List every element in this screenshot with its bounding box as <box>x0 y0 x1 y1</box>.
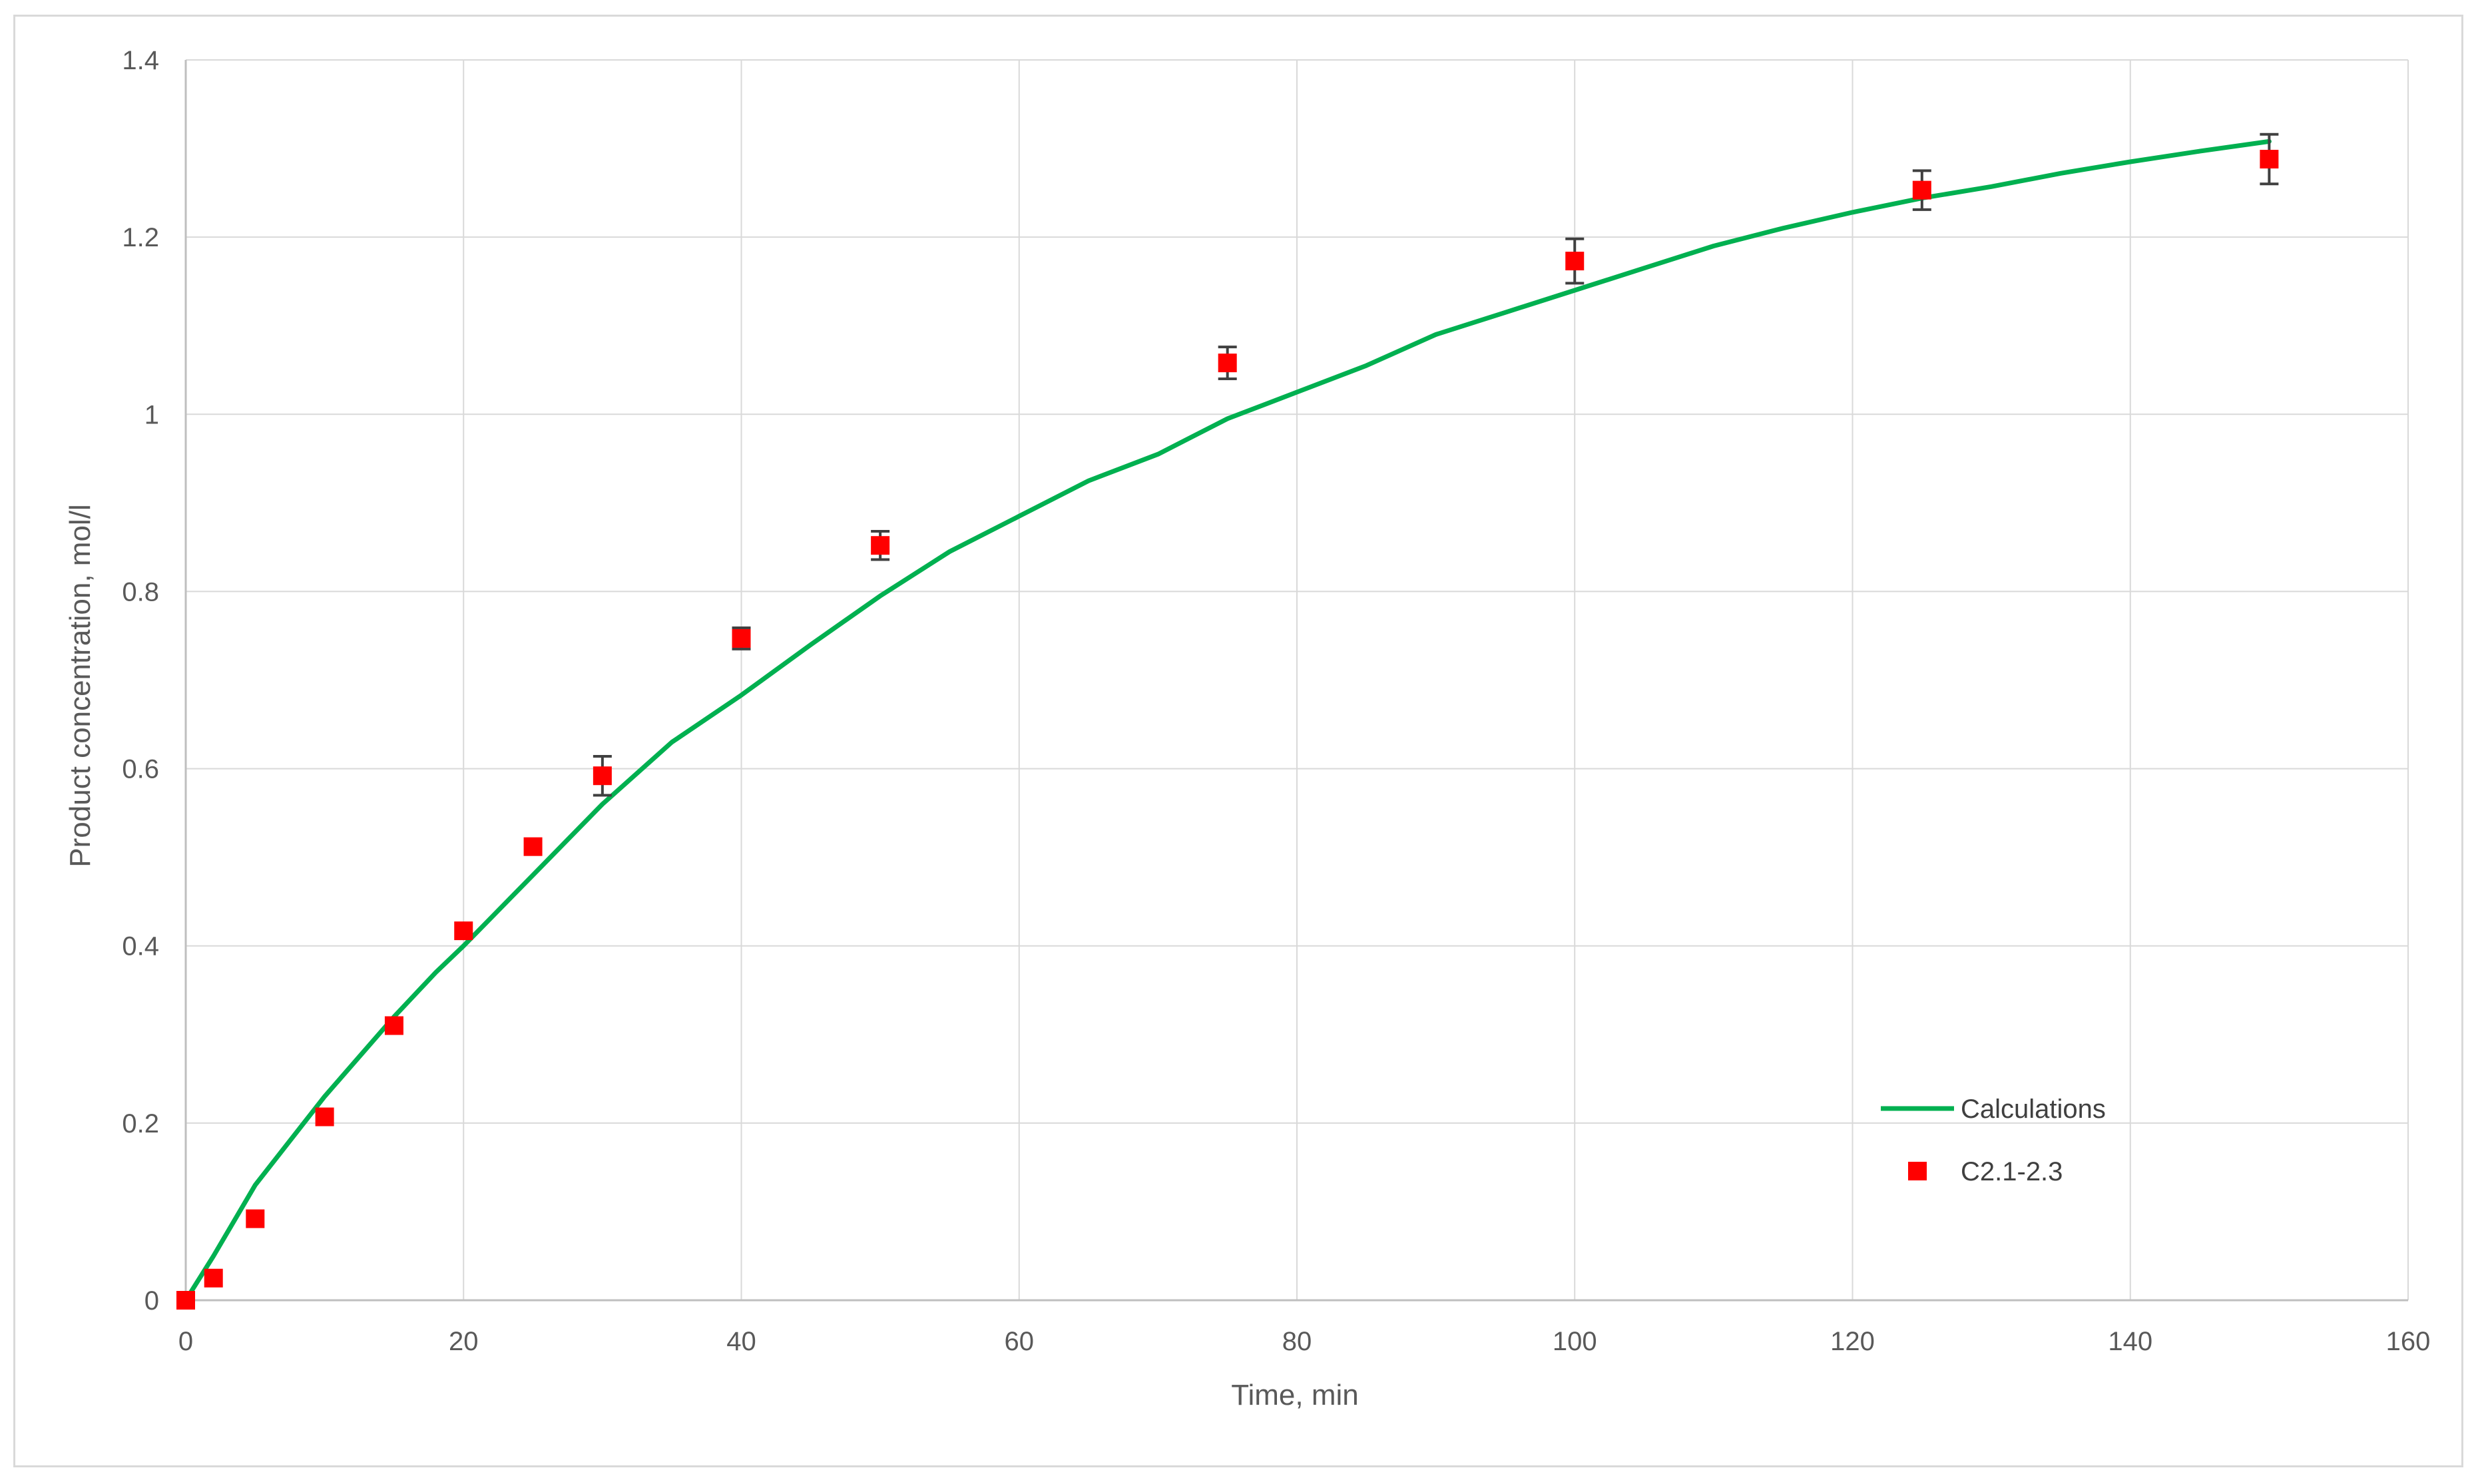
x-tick-label: 120 <box>1830 1327 1875 1356</box>
y-tick-label: 1 <box>144 400 159 429</box>
y-tick-label: 0.8 <box>122 577 159 607</box>
x-tick-label: 160 <box>2386 1327 2431 1356</box>
series-c2-1-2-3 <box>176 132 2279 1310</box>
x-tick-label: 20 <box>449 1327 479 1356</box>
x-tick-label: 100 <box>1553 1327 1597 1356</box>
legend-label-c2-1-2-3: C2.1-2.3 <box>1961 1157 2063 1186</box>
legend-swatch-c2-1-2-3 <box>1908 1162 1927 1180</box>
y-tick-labels: 0 0.2 0.4 0.6 0.8 1 1.2 1.4 <box>122 46 159 1316</box>
data-point <box>1565 252 1585 271</box>
data-point <box>454 921 473 941</box>
legend: Calculations C2.1-2.3 <box>1881 1095 2106 1186</box>
data-point <box>1218 354 1237 373</box>
y-axis-title: Product concentration, mol/l <box>64 504 97 867</box>
data-point <box>315 1107 334 1126</box>
data-point <box>732 628 751 648</box>
calculations-line <box>183 138 2272 1303</box>
data-point <box>2260 150 2279 169</box>
y-tick-label: 0.2 <box>122 1109 159 1138</box>
data-point <box>246 1209 265 1228</box>
y-tick-label: 1.2 <box>122 223 159 252</box>
x-tick-label: 0 <box>178 1327 193 1356</box>
y-tick-label: 0 <box>144 1286 159 1316</box>
y-tick-label: 1.4 <box>122 46 159 75</box>
y-tick-label: 0.4 <box>122 932 159 961</box>
data-point <box>176 1291 195 1310</box>
data-point <box>384 1016 403 1035</box>
gridlines <box>186 59 2409 1300</box>
x-tick-label: 140 <box>2108 1327 2152 1356</box>
series-calculations <box>183 138 2272 1303</box>
axes <box>184 60 2408 1302</box>
data-point <box>1912 180 1931 200</box>
x-tick-labels: 0 20 40 60 80 100 120 140 160 <box>178 1327 2431 1356</box>
x-tick-label: 80 <box>1282 1327 1312 1356</box>
data-point <box>523 837 543 856</box>
data-point <box>593 766 612 786</box>
y-tick-label: 0.6 <box>122 755 159 784</box>
data-point <box>204 1268 223 1288</box>
legend-label-calculations: Calculations <box>1961 1095 2106 1124</box>
x-tick-label: 40 <box>726 1327 756 1356</box>
data-point <box>871 536 890 555</box>
x-axis-title: Time, min <box>1231 1379 1359 1411</box>
x-tick-label: 60 <box>1005 1327 1035 1356</box>
chart-frame <box>13 15 2463 1467</box>
